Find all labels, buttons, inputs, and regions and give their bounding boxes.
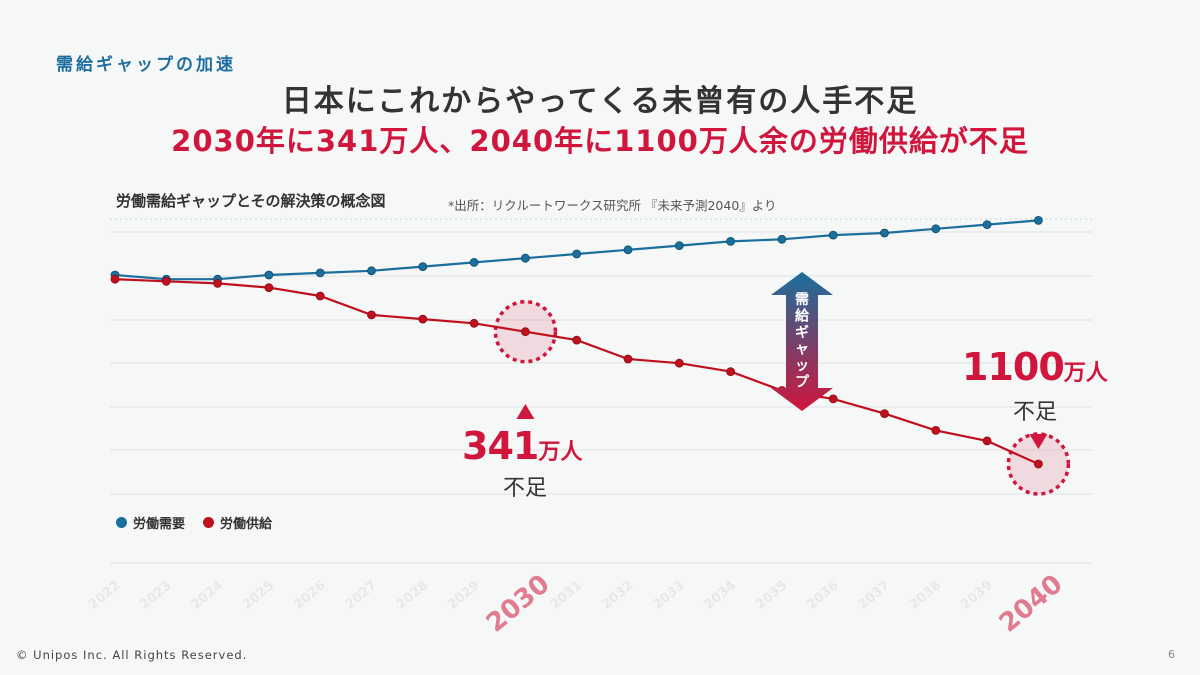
data-point-supply-2027 bbox=[367, 310, 376, 320]
data-point-supply-2028 bbox=[418, 314, 428, 324]
gap-label-char: ギ bbox=[795, 324, 809, 341]
callout-2040: 1100万人 bbox=[962, 345, 1122, 389]
data-point-demand-2025 bbox=[264, 270, 274, 280]
gap-label-char: ッ bbox=[795, 358, 809, 374]
page-number: 6 bbox=[1168, 648, 1175, 661]
data-point-supply-2040 bbox=[1034, 459, 1043, 469]
data-point-supply-2023 bbox=[161, 276, 171, 286]
section-label: 需給ギャップの加速 bbox=[56, 55, 236, 75]
data-point-demand-2037 bbox=[880, 228, 889, 238]
x-tick-label-2037: 2037 bbox=[856, 578, 893, 613]
callout-2030-text: 不足 bbox=[502, 476, 547, 501]
x-tick-label-2040: 2040 bbox=[994, 569, 1069, 639]
x-tick-label-2038: 2038 bbox=[907, 578, 944, 613]
data-point-supply-2033 bbox=[674, 358, 684, 368]
legend-label-supply: 労働供給 bbox=[220, 517, 273, 532]
headline-secondary: 2030年に341万人、2040年に1100万人余の労働供給が不足 bbox=[171, 124, 1029, 158]
legend-item-supply: 労働供給 bbox=[203, 513, 272, 532]
legend-item-demand: 労働需要 bbox=[116, 513, 185, 532]
chart-title: 労働需給ギャップとその解決策の概念図 bbox=[116, 192, 386, 210]
data-point-supply-2037 bbox=[880, 409, 889, 419]
data-point-demand-2035 bbox=[777, 234, 787, 244]
chart-source: *出所：リクルートワークス研究所 『未来予測2040』より bbox=[448, 198, 777, 213]
x-tick-label-2022: 2022 bbox=[86, 578, 123, 613]
data-point-supply-2022 bbox=[110, 274, 120, 284]
data-point-supply-2032 bbox=[623, 354, 633, 364]
x-tick-label-2029: 2029 bbox=[445, 578, 482, 613]
marker-triangle-down-2040 bbox=[1029, 434, 1048, 449]
data-point-supply-2024 bbox=[213, 278, 223, 288]
data-point-supply-2034 bbox=[726, 367, 735, 377]
x-tick-label-2030: 2030 bbox=[481, 569, 556, 639]
data-point-demand-2033 bbox=[674, 241, 684, 251]
callout-2040-unit: 万人 bbox=[1063, 361, 1108, 386]
data-point-demand-2036 bbox=[828, 230, 838, 240]
data-point-demand-2039 bbox=[982, 220, 992, 230]
legend-dot-supply bbox=[203, 517, 215, 528]
data-point-demand-2030 bbox=[521, 253, 530, 263]
data-point-supply-2025 bbox=[264, 283, 274, 293]
data-point-demand-2032 bbox=[623, 245, 633, 255]
marker-triangle-up-2030 bbox=[516, 404, 535, 419]
data-point-supply-2031 bbox=[572, 335, 582, 345]
data-point-demand-2027 bbox=[367, 266, 376, 276]
x-tick-label-2027: 2027 bbox=[343, 578, 380, 613]
legend-label-demand: 労働需要 bbox=[133, 517, 186, 532]
data-point-demand-2029 bbox=[469, 257, 479, 267]
data-point-supply-2030 bbox=[521, 327, 530, 337]
legend-dot-demand bbox=[116, 517, 127, 528]
x-tick-label-2028: 2028 bbox=[394, 578, 431, 613]
data-point-demand-2034 bbox=[726, 236, 735, 246]
data-point-demand-2031 bbox=[572, 249, 582, 259]
x-tick-label-2034: 2034 bbox=[702, 578, 739, 613]
data-point-supply-2036 bbox=[828, 394, 838, 404]
x-tick-label-2032: 2032 bbox=[599, 578, 636, 613]
callout-2030-unit: 万人 bbox=[538, 440, 583, 465]
data-point-demand-2028 bbox=[418, 262, 428, 272]
x-tick-label-2033: 2033 bbox=[650, 578, 687, 613]
x-tick-label-2026: 2026 bbox=[291, 578, 328, 613]
gap-label-char: プ bbox=[795, 375, 810, 391]
x-tick-label-2031: 2031 bbox=[548, 578, 585, 613]
x-tick-label-2024: 2024 bbox=[189, 578, 226, 613]
gap-label-char: ャ bbox=[795, 342, 809, 358]
headline-primary: 日本にこれからやってくる未曾有の人手不足 bbox=[281, 84, 919, 119]
callout-2030: 341万人 bbox=[462, 424, 592, 468]
x-tick-label-2025: 2025 bbox=[240, 578, 277, 613]
data-point-supply-2029 bbox=[469, 318, 479, 328]
data-point-supply-2039 bbox=[982, 436, 992, 446]
data-point-supply-2026 bbox=[315, 291, 325, 301]
gap-arrow bbox=[771, 272, 833, 411]
data-point-demand-2026 bbox=[315, 268, 325, 278]
x-tick-label-2039: 2039 bbox=[958, 578, 995, 613]
x-tick-label-2035: 2035 bbox=[753, 578, 790, 613]
data-point-supply-2038 bbox=[931, 425, 941, 435]
data-point-demand-2040 bbox=[1034, 215, 1043, 225]
callout-2030-number: 341 bbox=[462, 424, 539, 468]
x-tick-label-2036: 2036 bbox=[804, 578, 841, 613]
gap-label-char: 需 bbox=[795, 291, 809, 308]
data-point-demand-2038 bbox=[931, 224, 941, 234]
x-tick-label-2023: 2023 bbox=[137, 578, 174, 613]
chart-legend: 労働需要 労働供給 bbox=[116, 513, 272, 532]
gap-label-char: 給 bbox=[795, 308, 810, 325]
footer-copyright: © Unipos Inc. All Rights Reserved. bbox=[16, 648, 248, 662]
callout-2040-number: 1100 bbox=[962, 345, 1065, 389]
callout-2040-text: 不足 bbox=[1012, 400, 1057, 425]
